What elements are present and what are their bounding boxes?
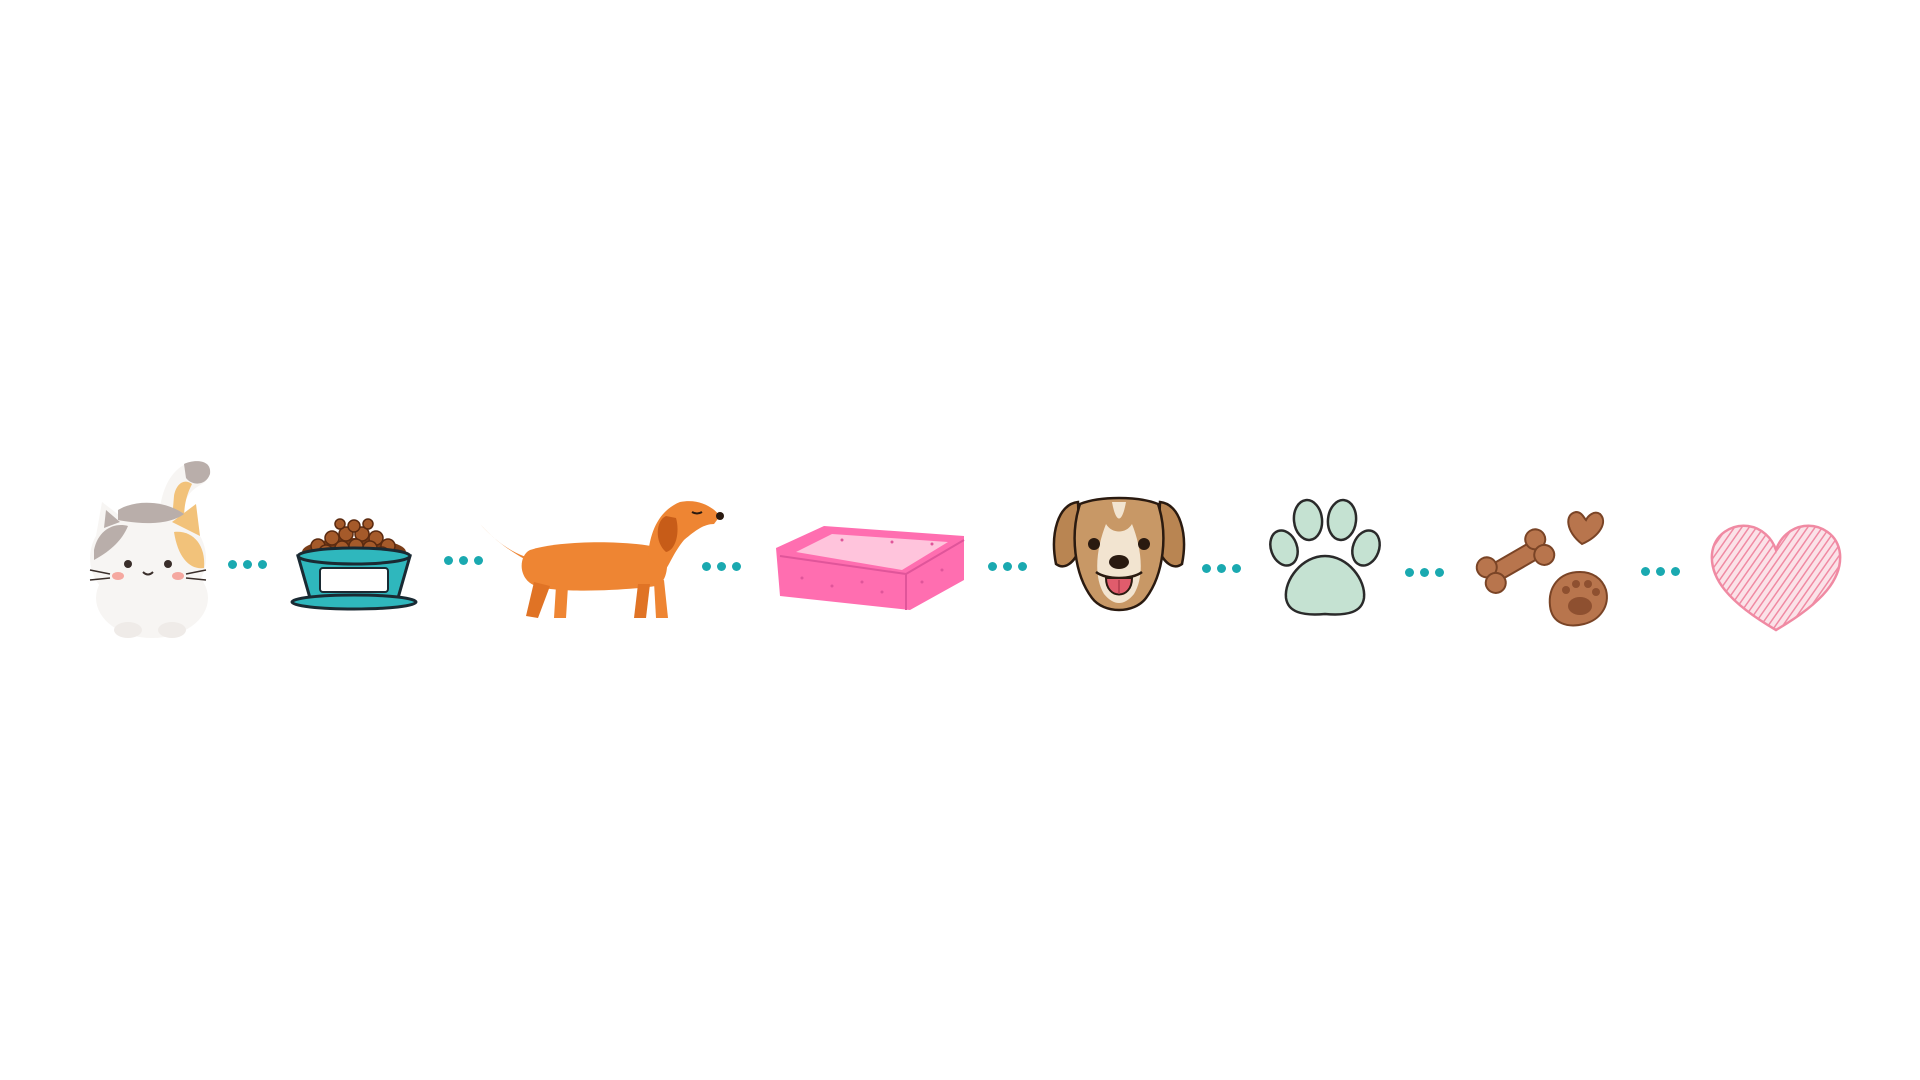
connector-dot: [258, 560, 267, 569]
connector-dot: [1435, 568, 1444, 577]
connector-dots: [1405, 568, 1444, 577]
connector-dot: [1671, 567, 1680, 576]
connector-dot: [1232, 564, 1241, 573]
food-bowl-icon: [284, 512, 424, 612]
connector-dot: [474, 556, 483, 565]
connector-dots: [988, 562, 1027, 571]
connector-dot: [1018, 562, 1027, 571]
connector-dot: [1641, 567, 1650, 576]
paw-print-icon: [1262, 496, 1388, 620]
heart-icon: [1708, 522, 1844, 634]
connector-dot: [444, 556, 453, 565]
connector-dot: [1405, 568, 1414, 577]
connector-dots: [228, 560, 267, 569]
connector-dots: [1202, 564, 1241, 573]
connector-dot: [1202, 564, 1211, 573]
connector-dots: [1641, 567, 1680, 576]
connector-dot: [717, 562, 726, 571]
connector-dots: [444, 556, 483, 565]
connector-dot: [702, 562, 711, 571]
connector-dot: [243, 560, 252, 569]
cat-icon: [88, 440, 218, 640]
connector-dot: [1003, 562, 1012, 571]
dachshund-icon: [470, 490, 730, 630]
connector-dot: [1656, 567, 1665, 576]
connector-dot: [988, 562, 997, 571]
connector-dot: [459, 556, 468, 565]
connector-dot: [228, 560, 237, 569]
dog-treats-icon: [1475, 502, 1616, 632]
connector-dot: [732, 562, 741, 571]
connector-dot: [1217, 564, 1226, 573]
connector-dot: [1420, 568, 1429, 577]
connector-dots: [702, 562, 741, 571]
dog-face-icon: [1050, 494, 1188, 618]
pet-bed-icon: [772, 522, 968, 614]
